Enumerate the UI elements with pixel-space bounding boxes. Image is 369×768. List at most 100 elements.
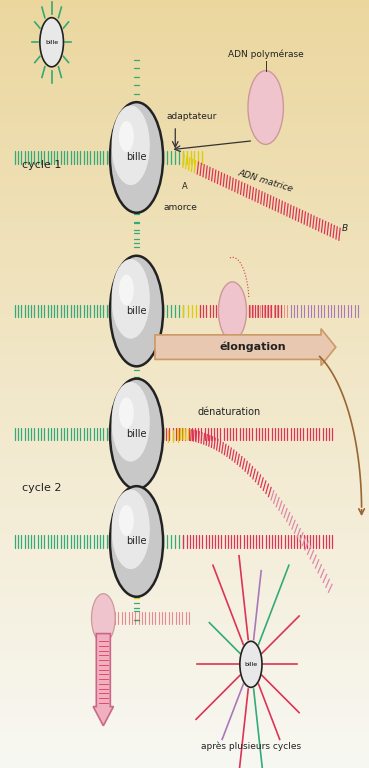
Bar	[0, 8, 369, 10]
Bar	[0, 405, 369, 407]
Bar	[0, 543, 369, 545]
Bar	[0, 128, 369, 131]
Bar	[0, 271, 369, 274]
Bar	[0, 689, 369, 691]
Bar	[0, 691, 369, 694]
Bar	[0, 141, 369, 144]
Bar	[0, 215, 369, 217]
Bar	[0, 522, 369, 525]
Bar	[0, 507, 369, 509]
Bar	[0, 366, 369, 369]
Bar	[0, 448, 369, 451]
Bar	[0, 502, 369, 505]
Bar	[0, 138, 369, 141]
Circle shape	[111, 259, 150, 339]
Bar	[0, 323, 369, 325]
Bar	[0, 18, 369, 21]
Bar	[0, 325, 369, 328]
Bar	[0, 709, 369, 712]
Bar	[0, 251, 369, 253]
Bar	[0, 213, 369, 215]
Bar	[0, 620, 369, 622]
Text: amorce: amorce	[164, 203, 198, 212]
Bar	[0, 594, 369, 597]
Bar	[0, 417, 369, 420]
Bar	[0, 451, 369, 453]
Bar	[0, 171, 369, 174]
Bar	[0, 604, 369, 607]
Bar	[0, 136, 369, 138]
Text: adaptateur: adaptateur	[167, 112, 217, 121]
Bar	[0, 463, 369, 466]
Bar	[0, 236, 369, 238]
Bar	[0, 282, 369, 284]
Bar	[0, 571, 369, 574]
Bar	[0, 348, 369, 351]
Bar	[0, 612, 369, 614]
Bar	[0, 108, 369, 110]
Bar	[0, 484, 369, 486]
Bar	[0, 586, 369, 589]
Bar	[0, 607, 369, 609]
Bar	[0, 363, 369, 366]
Bar	[0, 712, 369, 714]
Bar	[0, 315, 369, 317]
Bar	[0, 94, 369, 98]
Bar	[0, 361, 369, 363]
Bar	[0, 420, 369, 422]
Bar	[0, 330, 369, 333]
Bar	[0, 343, 369, 346]
Bar	[0, 551, 369, 553]
Bar	[0, 747, 369, 750]
Bar	[0, 371, 369, 374]
Bar	[0, 305, 369, 307]
Bar	[0, 207, 369, 210]
Bar	[0, 338, 369, 340]
Bar	[0, 632, 369, 635]
Bar	[0, 71, 369, 74]
Bar	[0, 686, 369, 689]
Bar	[0, 591, 369, 594]
Bar	[0, 412, 369, 415]
Bar	[0, 386, 369, 389]
Bar	[0, 392, 369, 394]
Circle shape	[110, 256, 163, 366]
Bar	[0, 409, 369, 412]
Bar	[0, 274, 369, 276]
Bar	[0, 133, 369, 136]
FancyArrow shape	[93, 634, 114, 726]
Bar	[0, 528, 369, 530]
Bar	[0, 545, 369, 548]
Bar	[0, 13, 369, 15]
Bar	[0, 356, 369, 359]
Bar	[0, 192, 369, 194]
Bar	[0, 69, 369, 71]
Bar	[0, 415, 369, 417]
Bar	[0, 407, 369, 409]
Bar	[0, 750, 369, 753]
Bar	[0, 320, 369, 323]
Bar	[0, 497, 369, 499]
Bar	[0, 353, 369, 356]
Bar	[0, 54, 369, 56]
Bar	[0, 290, 369, 292]
Bar	[0, 82, 369, 84]
Bar	[0, 240, 369, 243]
Text: bille: bille	[126, 536, 147, 547]
Bar	[0, 77, 369, 79]
Bar	[0, 512, 369, 515]
Bar	[0, 115, 369, 118]
Bar	[0, 286, 369, 290]
Bar	[0, 735, 369, 737]
Circle shape	[119, 121, 134, 152]
Bar	[0, 238, 369, 240]
Bar	[0, 246, 369, 248]
Bar	[0, 624, 369, 627]
Bar	[0, 279, 369, 282]
Bar	[0, 714, 369, 717]
Bar	[0, 532, 369, 535]
Bar	[0, 643, 369, 645]
Bar	[0, 548, 369, 551]
Bar	[0, 758, 369, 760]
Bar	[0, 48, 369, 51]
